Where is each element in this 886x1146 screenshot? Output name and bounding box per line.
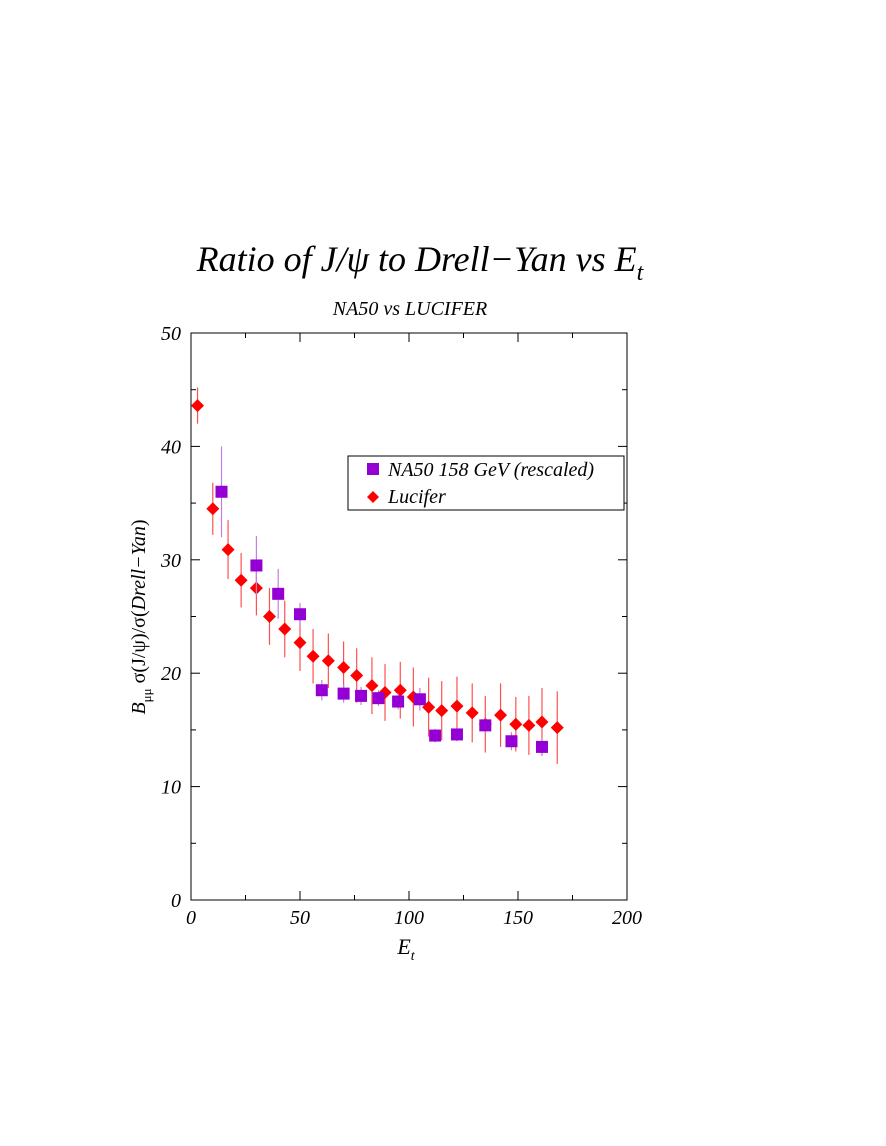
series-na50 <box>215 446 548 756</box>
legend-na50-label: NA50 158 GeV (rescaled) <box>387 459 594 481</box>
plot-frame <box>190 332 628 901</box>
legend-box <box>347 455 625 511</box>
x-tick-labels: 0 50 100 150 200 <box>186 907 642 929</box>
data-point-diamond <box>191 399 205 413</box>
data-point-diamond <box>293 636 307 650</box>
data-point-diamond <box>393 683 407 697</box>
data-point-diamond <box>306 649 320 663</box>
data-point-square <box>450 728 463 741</box>
axis-ticks <box>190 332 628 901</box>
data-point-diamond <box>509 717 523 731</box>
y-tick-label: 10 <box>161 777 181 799</box>
legend-lucifer-marker <box>367 491 379 503</box>
x-tick-label: 0 <box>186 907 196 929</box>
chart-title-main: Ratio of J/ψ to Drell−Yan vs E <box>196 239 637 279</box>
x-axis-label: Et <box>396 934 415 964</box>
data-point-square <box>535 740 548 753</box>
x-tick-label: 200 <box>612 907 642 929</box>
data-point-diamond <box>365 679 379 693</box>
x-tick-label: 150 <box>503 907 533 929</box>
data-point-square <box>429 729 442 742</box>
data-point-square <box>294 608 306 621</box>
data-point-square <box>372 692 385 705</box>
data-point-square <box>413 693 426 706</box>
y-axis-label: Bμμ σ(J/ψ)/σ(Drell−Yan) <box>128 519 154 714</box>
data-point-diamond <box>550 721 564 735</box>
data-point-diamond <box>262 610 276 623</box>
data-point-diamond <box>221 543 235 557</box>
chart-title-subscript: t <box>637 260 645 286</box>
legend-lucifer-label: Lucifer <box>387 486 446 508</box>
data-point-square <box>272 587 285 600</box>
series-layer <box>191 387 564 764</box>
data-point-diamond <box>450 699 464 713</box>
y-tick-labels: 0 10 20 30 40 50 <box>160 323 181 912</box>
data-point-diamond <box>494 708 508 722</box>
y-tick-label: 30 <box>160 550 181 572</box>
data-point-square <box>505 735 518 748</box>
y-tick-label: 40 <box>161 436 181 458</box>
data-point-diamond <box>350 668 364 682</box>
legend-na50-marker <box>367 463 379 475</box>
data-point-square <box>479 719 492 732</box>
data-point-square <box>392 695 405 708</box>
y-axis-label-italic: Drell−Yan <box>128 526 150 611</box>
chart-subtitle: NA50 vs LUCIFER <box>332 298 487 320</box>
y-tick-label: 0 <box>171 890 181 912</box>
y-axis-label-b-subscript: μμ <box>139 688 154 702</box>
chart-title: Ratio of J/ψ to Drell−Yan vs Et <box>196 239 645 286</box>
y-axis-label-close: ) <box>128 519 150 526</box>
y-axis-label-b: B <box>128 702 150 714</box>
x-tick-label: 100 <box>394 907 424 929</box>
data-point-diamond <box>435 704 449 718</box>
data-point-diamond <box>337 661 351 675</box>
y-axis-label-rest: σ(J/ψ)/σ( <box>128 610 150 688</box>
series-lucifer <box>191 387 564 764</box>
data-point-square <box>315 684 328 697</box>
data-point-square <box>337 687 350 700</box>
data-point-square <box>215 485 228 498</box>
data-point-diamond <box>535 715 549 729</box>
y-tick-label: 20 <box>161 663 181 685</box>
legend: NA50 158 GeV (rescaled) Lucifer <box>347 455 625 511</box>
x-axis-label-main: E <box>396 934 411 959</box>
data-point-diamond <box>278 622 292 636</box>
data-point-diamond <box>465 706 479 720</box>
data-point-diamond <box>234 573 248 587</box>
data-point-diamond <box>206 502 220 516</box>
data-point-diamond <box>522 718 536 732</box>
data-point-square <box>250 559 263 572</box>
x-axis-label-subscript: t <box>411 949 416 964</box>
x-tick-label: 50 <box>290 907 310 929</box>
data-point-square <box>355 689 368 702</box>
y-tick-label: 50 <box>161 323 181 345</box>
data-point-diamond <box>321 654 335 668</box>
